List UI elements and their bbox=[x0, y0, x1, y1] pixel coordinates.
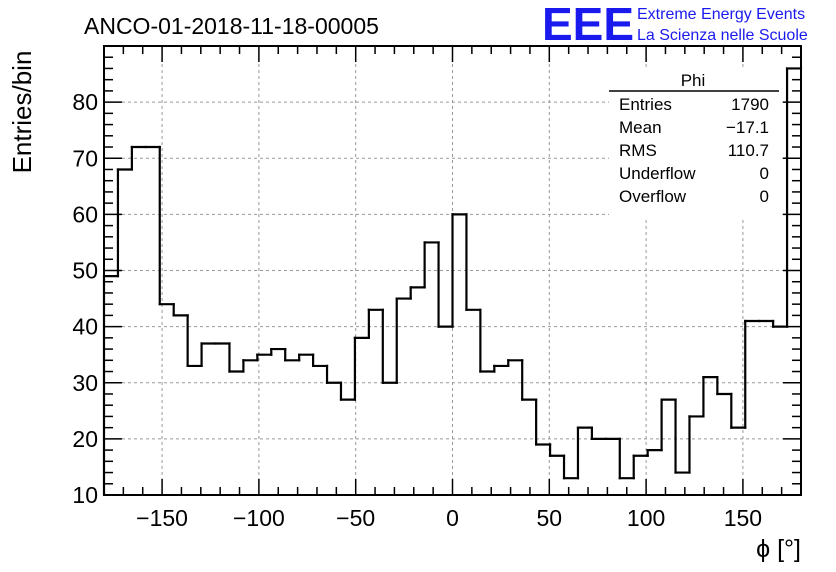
x-axis-label: ϕ [°] bbox=[756, 535, 801, 563]
logo-line-2: La Scienza nelle Scuole bbox=[637, 27, 808, 44]
stats-value: 1790 bbox=[731, 95, 769, 114]
y-tick-label: 20 bbox=[72, 426, 98, 452]
stats-label: Entries bbox=[619, 95, 672, 114]
y-tick-label: 10 bbox=[72, 482, 98, 508]
y-tick-label: 50 bbox=[72, 258, 98, 284]
y-tick-label: 60 bbox=[72, 201, 98, 227]
stats-label: Underflow bbox=[619, 164, 696, 183]
logo-line-1: Extreme Energy Events bbox=[637, 6, 805, 23]
stats-box: Phi Entries 1790 Mean −17.1 RMS 110.7 Underflo… bbox=[609, 68, 779, 218]
eee-logo: EEE Extreme Energy Events La Scienza nel… bbox=[542, 0, 808, 50]
x-tick-label: 0 bbox=[446, 505, 459, 531]
stats-label: Overflow bbox=[619, 187, 687, 206]
stats-label: Mean bbox=[619, 118, 662, 137]
y-tick-label: 80 bbox=[72, 89, 98, 115]
stats-value: −17.1 bbox=[726, 118, 769, 137]
x-tick-label: 150 bbox=[724, 505, 762, 531]
stats-rows: Entries 1790 Mean −17.1 RMS 110.7 Underflow 0 Ov… bbox=[619, 95, 769, 206]
axis-ticks bbox=[104, 45, 801, 496]
x-tick-label: −100 bbox=[233, 505, 285, 531]
tick-labels: −150 −100 −50 0 50 100 150 10 20 30 40 50 60 70 80 bbox=[72, 89, 762, 531]
y-tick-label: 70 bbox=[72, 145, 98, 171]
y-axis-label: Entries/bin bbox=[7, 51, 37, 174]
x-tick-label: −150 bbox=[136, 505, 188, 531]
stats-box-background bbox=[609, 68, 779, 218]
stats-value: 0 bbox=[760, 164, 769, 183]
x-tick-label: 100 bbox=[627, 505, 665, 531]
stats-value: 0 bbox=[760, 187, 769, 206]
x-tick-label: 50 bbox=[537, 505, 563, 531]
run-title: ANCO-01-2018-11-18-00005 bbox=[84, 13, 379, 39]
y-tick-label: 30 bbox=[72, 370, 98, 396]
x-tick-label: −50 bbox=[336, 505, 375, 531]
eee-logo-mark: EEE bbox=[542, 0, 634, 50]
y-tick-label: 40 bbox=[72, 314, 98, 340]
stats-title: Phi bbox=[681, 71, 706, 90]
stats-label: RMS bbox=[619, 141, 657, 160]
stats-value: 110.7 bbox=[728, 141, 769, 160]
